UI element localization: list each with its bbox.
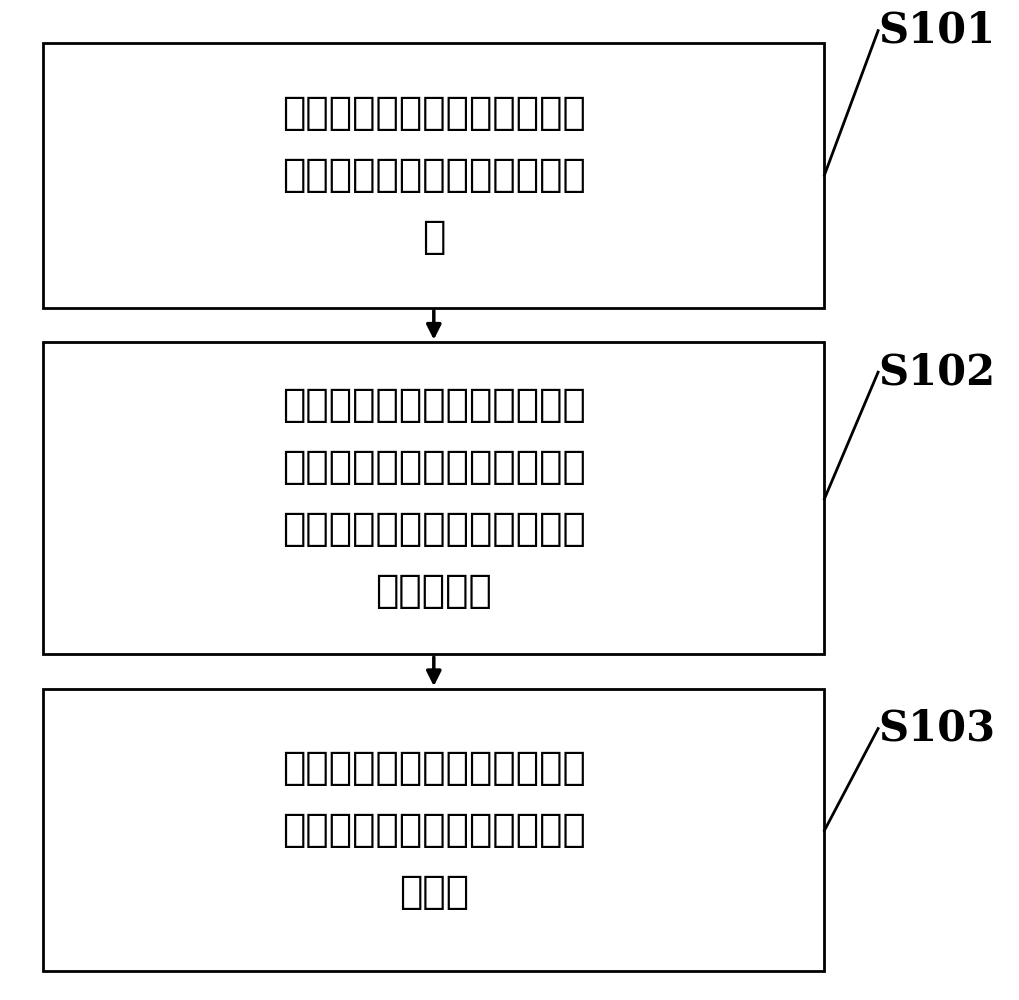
Text: S102: S102 xyxy=(878,351,996,393)
Text: S101: S101 xyxy=(878,10,996,52)
Text: 根据箱内目标温度和箱外环境
温度，控制部分或全部加热装
置运行: 根据箱内目标温度和箱外环境 温度，控制部分或全部加热装 置运行 xyxy=(282,749,586,911)
Text: S103: S103 xyxy=(878,708,996,750)
Text: 在当前制热阶段为稳定运行阶
段且满足漏热条件的情况下，
确定箱内目标温度，并获取箱
外环境温度: 在当前制热阶段为稳定运行阶 段且满足漏热条件的情况下， 确定箱内目标温度，并获取… xyxy=(282,386,586,610)
Bar xyxy=(43,43,824,308)
Bar xyxy=(43,342,824,654)
Bar xyxy=(43,689,824,971)
Text: 在冷藏箱运行制热模式的情况
下，确定冷藏箱的当前制热阶
段: 在冷藏箱运行制热模式的情况 下，确定冷藏箱的当前制热阶 段 xyxy=(282,94,586,256)
